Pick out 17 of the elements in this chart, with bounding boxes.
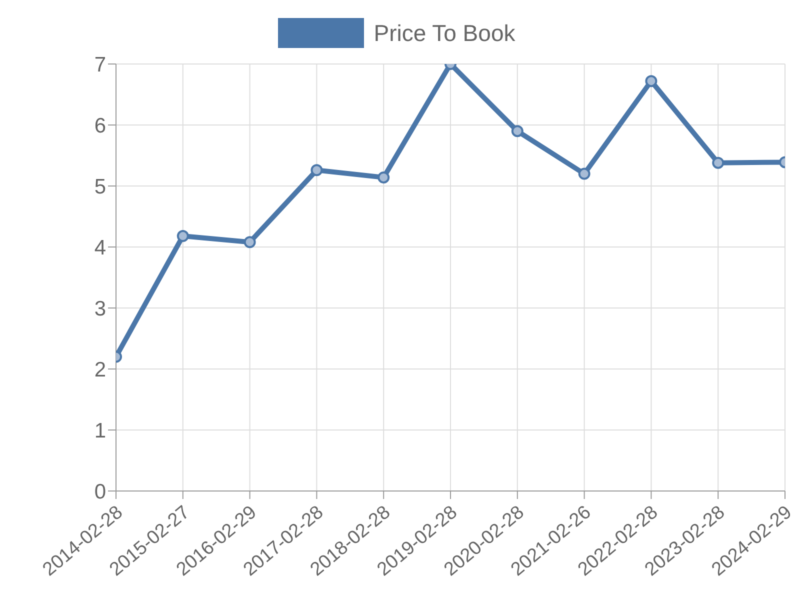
point [244,236,256,248]
y-tick-label: 7 [94,53,106,76]
y-tick-label: 3 [94,297,106,320]
point [712,156,724,169]
point [578,168,590,180]
legend-label: Price To Book [374,20,516,46]
y-tick-label: 4 [94,236,106,260]
y-tick-label: 6 [94,114,106,138]
y-tick-label: 2 [94,358,106,382]
point [645,75,658,88]
point [310,164,323,176]
y-tick-label: 0 [94,480,106,504]
y-tick-label: 5 [94,175,106,198]
y-tick-label: 1 [94,419,106,442]
point [176,230,189,242]
point [511,125,524,138]
point [378,171,390,184]
